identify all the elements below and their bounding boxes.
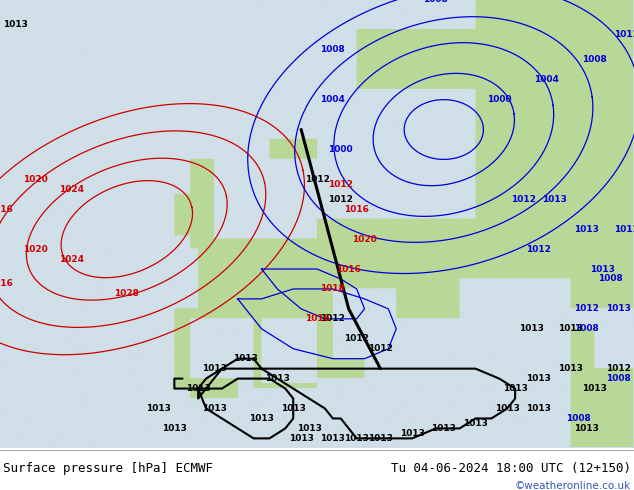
Text: 1013: 1013 [590, 265, 615, 273]
Text: 1013: 1013 [344, 434, 369, 443]
Text: 1020: 1020 [352, 235, 377, 244]
Text: 1008: 1008 [605, 374, 631, 383]
Text: 1008: 1008 [574, 324, 599, 333]
Text: 1012: 1012 [304, 175, 330, 184]
Text: 1000: 1000 [487, 95, 512, 104]
Text: 1013: 1013 [605, 304, 631, 314]
Text: 1016: 1016 [336, 265, 361, 273]
Polygon shape [0, 448, 634, 490]
Text: 1012: 1012 [510, 195, 536, 204]
Text: 1018: 1018 [320, 284, 346, 294]
Text: 1016: 1016 [0, 205, 13, 214]
Text: ©weatheronline.co.uk: ©weatheronline.co.uk [515, 481, 631, 490]
Text: 1013: 1013 [3, 21, 29, 29]
Text: 1013: 1013 [368, 434, 393, 443]
Text: 1013: 1013 [582, 384, 607, 393]
Text: 1013: 1013 [162, 424, 187, 433]
Text: 1013: 1013 [249, 414, 274, 423]
Text: 1013: 1013 [519, 324, 543, 333]
Text: 1020: 1020 [23, 175, 48, 184]
Text: 1000: 1000 [328, 145, 353, 154]
Text: 1013: 1013 [288, 434, 314, 443]
Text: 1012: 1012 [328, 180, 353, 189]
Text: 1013: 1013 [146, 404, 171, 413]
Text: 1012: 1012 [605, 364, 631, 373]
Text: 1013: 1013 [574, 224, 599, 234]
Text: 1012: 1012 [526, 245, 552, 254]
Text: 1004: 1004 [534, 75, 559, 84]
Text: 1016: 1016 [344, 205, 369, 214]
Text: 1028: 1028 [114, 290, 139, 298]
Text: 1013: 1013 [186, 384, 210, 393]
Text: 1012: 1012 [328, 195, 353, 204]
Text: 1012: 1012 [574, 304, 599, 314]
Text: 1012: 1012 [344, 334, 369, 343]
Text: 1012: 1012 [614, 30, 634, 39]
Text: 1013: 1013 [526, 374, 552, 383]
Text: 1013: 1013 [463, 419, 488, 428]
Text: 1013: 1013 [281, 404, 306, 413]
Text: Tu 04-06-2024 18:00 UTC (12+150): Tu 04-06-2024 18:00 UTC (12+150) [391, 462, 631, 475]
Text: 1013: 1013 [202, 364, 226, 373]
Text: 1008: 1008 [598, 274, 623, 284]
Text: 1012: 1012 [368, 344, 393, 353]
Text: 1013: 1013 [495, 404, 520, 413]
Text: 1013: 1013 [202, 404, 226, 413]
Text: 1013: 1013 [558, 324, 583, 333]
Text: 1012: 1012 [320, 314, 346, 323]
Text: 1008: 1008 [320, 45, 346, 54]
Text: 1013: 1013 [558, 364, 583, 373]
Text: 1012: 1012 [614, 224, 634, 234]
Text: 1013: 1013 [320, 434, 346, 443]
Text: Surface pressure [hPa] ECMWF: Surface pressure [hPa] ECMWF [3, 462, 213, 475]
Text: 1016: 1016 [0, 279, 13, 289]
Text: 1016: 1016 [304, 314, 330, 323]
Text: 1013: 1013 [431, 424, 456, 433]
Text: 1008: 1008 [582, 55, 607, 64]
Text: 1013: 1013 [399, 429, 425, 438]
Text: 1013: 1013 [542, 195, 567, 204]
Text: 1024: 1024 [59, 185, 84, 194]
Text: 1013: 1013 [503, 384, 527, 393]
Text: 1013: 1013 [265, 374, 290, 383]
Text: 1013: 1013 [233, 354, 258, 363]
Text: 1024: 1024 [59, 254, 84, 264]
Text: 1013: 1013 [574, 424, 599, 433]
Text: 1013: 1013 [297, 424, 321, 433]
Text: 1008: 1008 [566, 414, 591, 423]
Text: 1020: 1020 [23, 245, 48, 254]
Text: 1004: 1004 [320, 95, 346, 104]
Text: 1013: 1013 [526, 404, 552, 413]
Text: 1008: 1008 [424, 0, 448, 4]
